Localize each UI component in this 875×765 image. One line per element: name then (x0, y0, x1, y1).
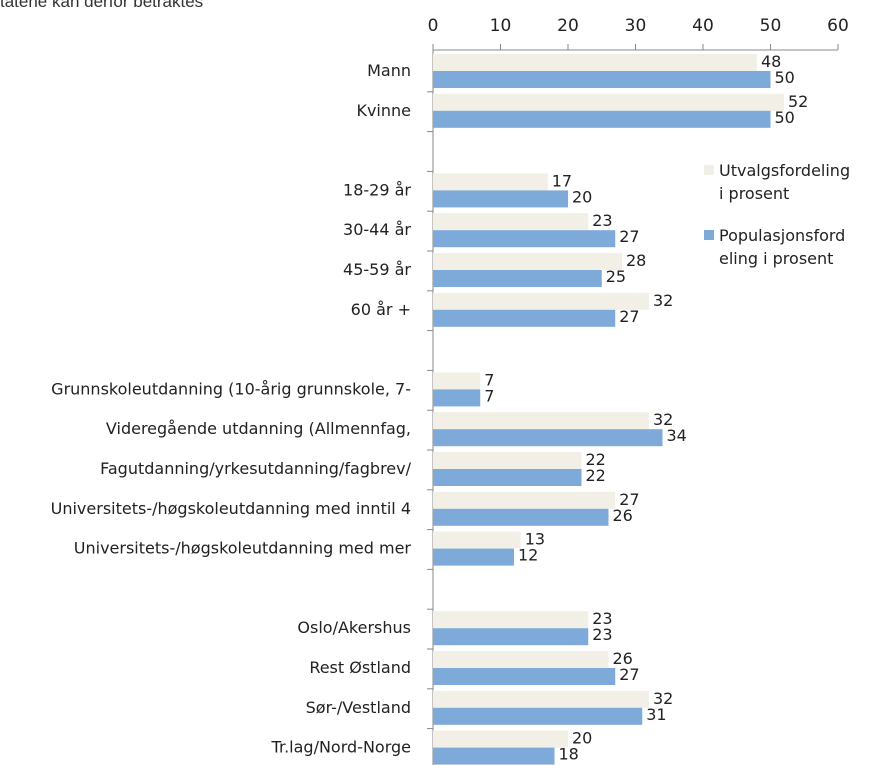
category-label: Mann (367, 61, 411, 80)
data-label-populasjon: 18 (559, 745, 579, 764)
bar-utvalg (433, 690, 649, 708)
data-label-populasjon: 12 (518, 546, 538, 565)
bar-populasjon (433, 747, 555, 765)
data-label-utvalg: 32 (653, 410, 673, 429)
x-tick-label: 20 (557, 16, 579, 36)
x-tick-label: 60 (827, 16, 849, 36)
bar-utvalg (433, 93, 784, 111)
data-label-utvalg: 17 (552, 171, 572, 190)
category-label: Sør-/Vestland (306, 698, 411, 717)
bar-populasjon (433, 389, 481, 407)
data-label-utvalg: 26 (613, 649, 633, 668)
data-label-populasjon: 50 (775, 68, 795, 87)
bar-populasjon (433, 429, 663, 447)
data-label-utvalg: 7 (484, 370, 494, 389)
bar-utvalg (433, 412, 649, 430)
legend-item-utvalg: Utvalgsfordeling i prosent (704, 161, 850, 203)
x-tick-label: 50 (760, 16, 782, 36)
bar-utvalg (433, 531, 521, 549)
bar-utvalg (433, 292, 649, 310)
data-label-populasjon: 22 (586, 466, 606, 485)
data-label-utvalg: 32 (653, 291, 673, 310)
legend-item-populasjon: Populasjonsford eling i prosent (704, 226, 845, 268)
legend-label: Populasjonsford (719, 226, 845, 245)
data-label-utvalg: 28 (626, 251, 646, 270)
data-label-populasjon: 50 (775, 108, 795, 127)
bar-utvalg (433, 611, 589, 629)
data-label-utvalg: 27 (619, 490, 639, 509)
data-label-utvalg: 22 (586, 450, 606, 469)
bar-utvalg (433, 372, 481, 390)
bar-populasjon (433, 707, 643, 725)
data-label-utvalg: 32 (653, 689, 673, 708)
category-label: 60 år + (351, 300, 411, 319)
bar-utvalg (433, 651, 609, 668)
bar-populasjon (433, 270, 602, 287)
x-tick-label: 40 (692, 16, 714, 36)
data-label-populasjon: 27 (619, 227, 639, 246)
legend: Utvalgsfordeling i prosent Populasjonsford… (704, 161, 850, 268)
category-label: 30-44 år (343, 220, 411, 239)
bar-populasjon (433, 190, 568, 208)
cut-off-text: tatene kan derfor betraktes (0, 0, 204, 11)
bar-utvalg (433, 213, 589, 231)
category-label: Grunnskoleutdanning (10-årig grunnskole,… (51, 379, 411, 398)
category-label: Tr.lag/Nord-Norge (271, 738, 411, 757)
bar-utvalg (433, 54, 757, 71)
category-label: 18-29 år (343, 180, 411, 199)
category-label: Universitets-/høgskoleutdanning med mer (74, 539, 412, 558)
category-label: Oslo/Akershus (297, 618, 411, 637)
data-label-populasjon: 31 (646, 705, 666, 724)
data-label-populasjon: 25 (606, 267, 626, 286)
data-label-utvalg: 13 (525, 530, 545, 549)
bar-populasjon (433, 628, 589, 646)
bar-populasjon (433, 110, 771, 128)
legend-swatch (704, 230, 714, 240)
legend-label: eling i prosent (719, 249, 833, 268)
data-label-populasjon: 20 (572, 187, 592, 206)
data-label-populasjon: 27 (619, 307, 639, 326)
data-label-populasjon: 34 (667, 426, 687, 445)
legend-label: Utvalgsfordeling (719, 161, 850, 180)
axis-layer: 0 10 20 30 40 50 60 (427, 16, 849, 765)
category-label: Fagutdanning/yrkesutdanning/fagbrev/ (100, 459, 411, 478)
x-tick-label: 0 (428, 16, 439, 36)
data-label-utvalg: 23 (592, 211, 612, 230)
bar-populasjon (433, 548, 514, 566)
data-label-populasjon: 23 (592, 625, 612, 644)
data-label-populasjon: 26 (613, 506, 633, 525)
bar-populasjon (433, 230, 616, 248)
bar-utvalg (433, 253, 622, 270)
bar-utvalg (433, 173, 548, 191)
x-tick-label: 30 (625, 16, 647, 36)
legend-label: i prosent (719, 184, 789, 203)
bar-utvalg (433, 491, 616, 509)
data-label-populasjon: 27 (619, 665, 639, 684)
category-label: Rest Østland (309, 658, 411, 677)
data-label-utvalg: 23 (592, 609, 612, 628)
bar-populasjon (433, 508, 609, 526)
bar-utvalg (433, 452, 582, 469)
bars-layer (433, 54, 784, 765)
category-label: Videregående utdanning (Allmennfag, (106, 419, 411, 438)
x-tick-label: 10 (490, 16, 512, 36)
data-label-utvalg: 20 (572, 729, 592, 748)
data-label-utvalg: 48 (761, 52, 781, 71)
category-label: 45-59 år (343, 260, 411, 279)
data-label-utvalg: 52 (788, 92, 808, 111)
category-label: Kvinne (356, 101, 411, 120)
bar-populasjon (433, 309, 616, 327)
data-label-populasjon: 7 (484, 386, 494, 405)
category-label: Universitets-/høgskoleutdanning med innt… (51, 499, 411, 518)
legend-swatch (704, 165, 714, 175)
bar-populasjon (433, 668, 616, 685)
bar-populasjon (433, 469, 582, 486)
bar-utvalg (433, 730, 568, 748)
bar-populasjon (433, 71, 771, 88)
